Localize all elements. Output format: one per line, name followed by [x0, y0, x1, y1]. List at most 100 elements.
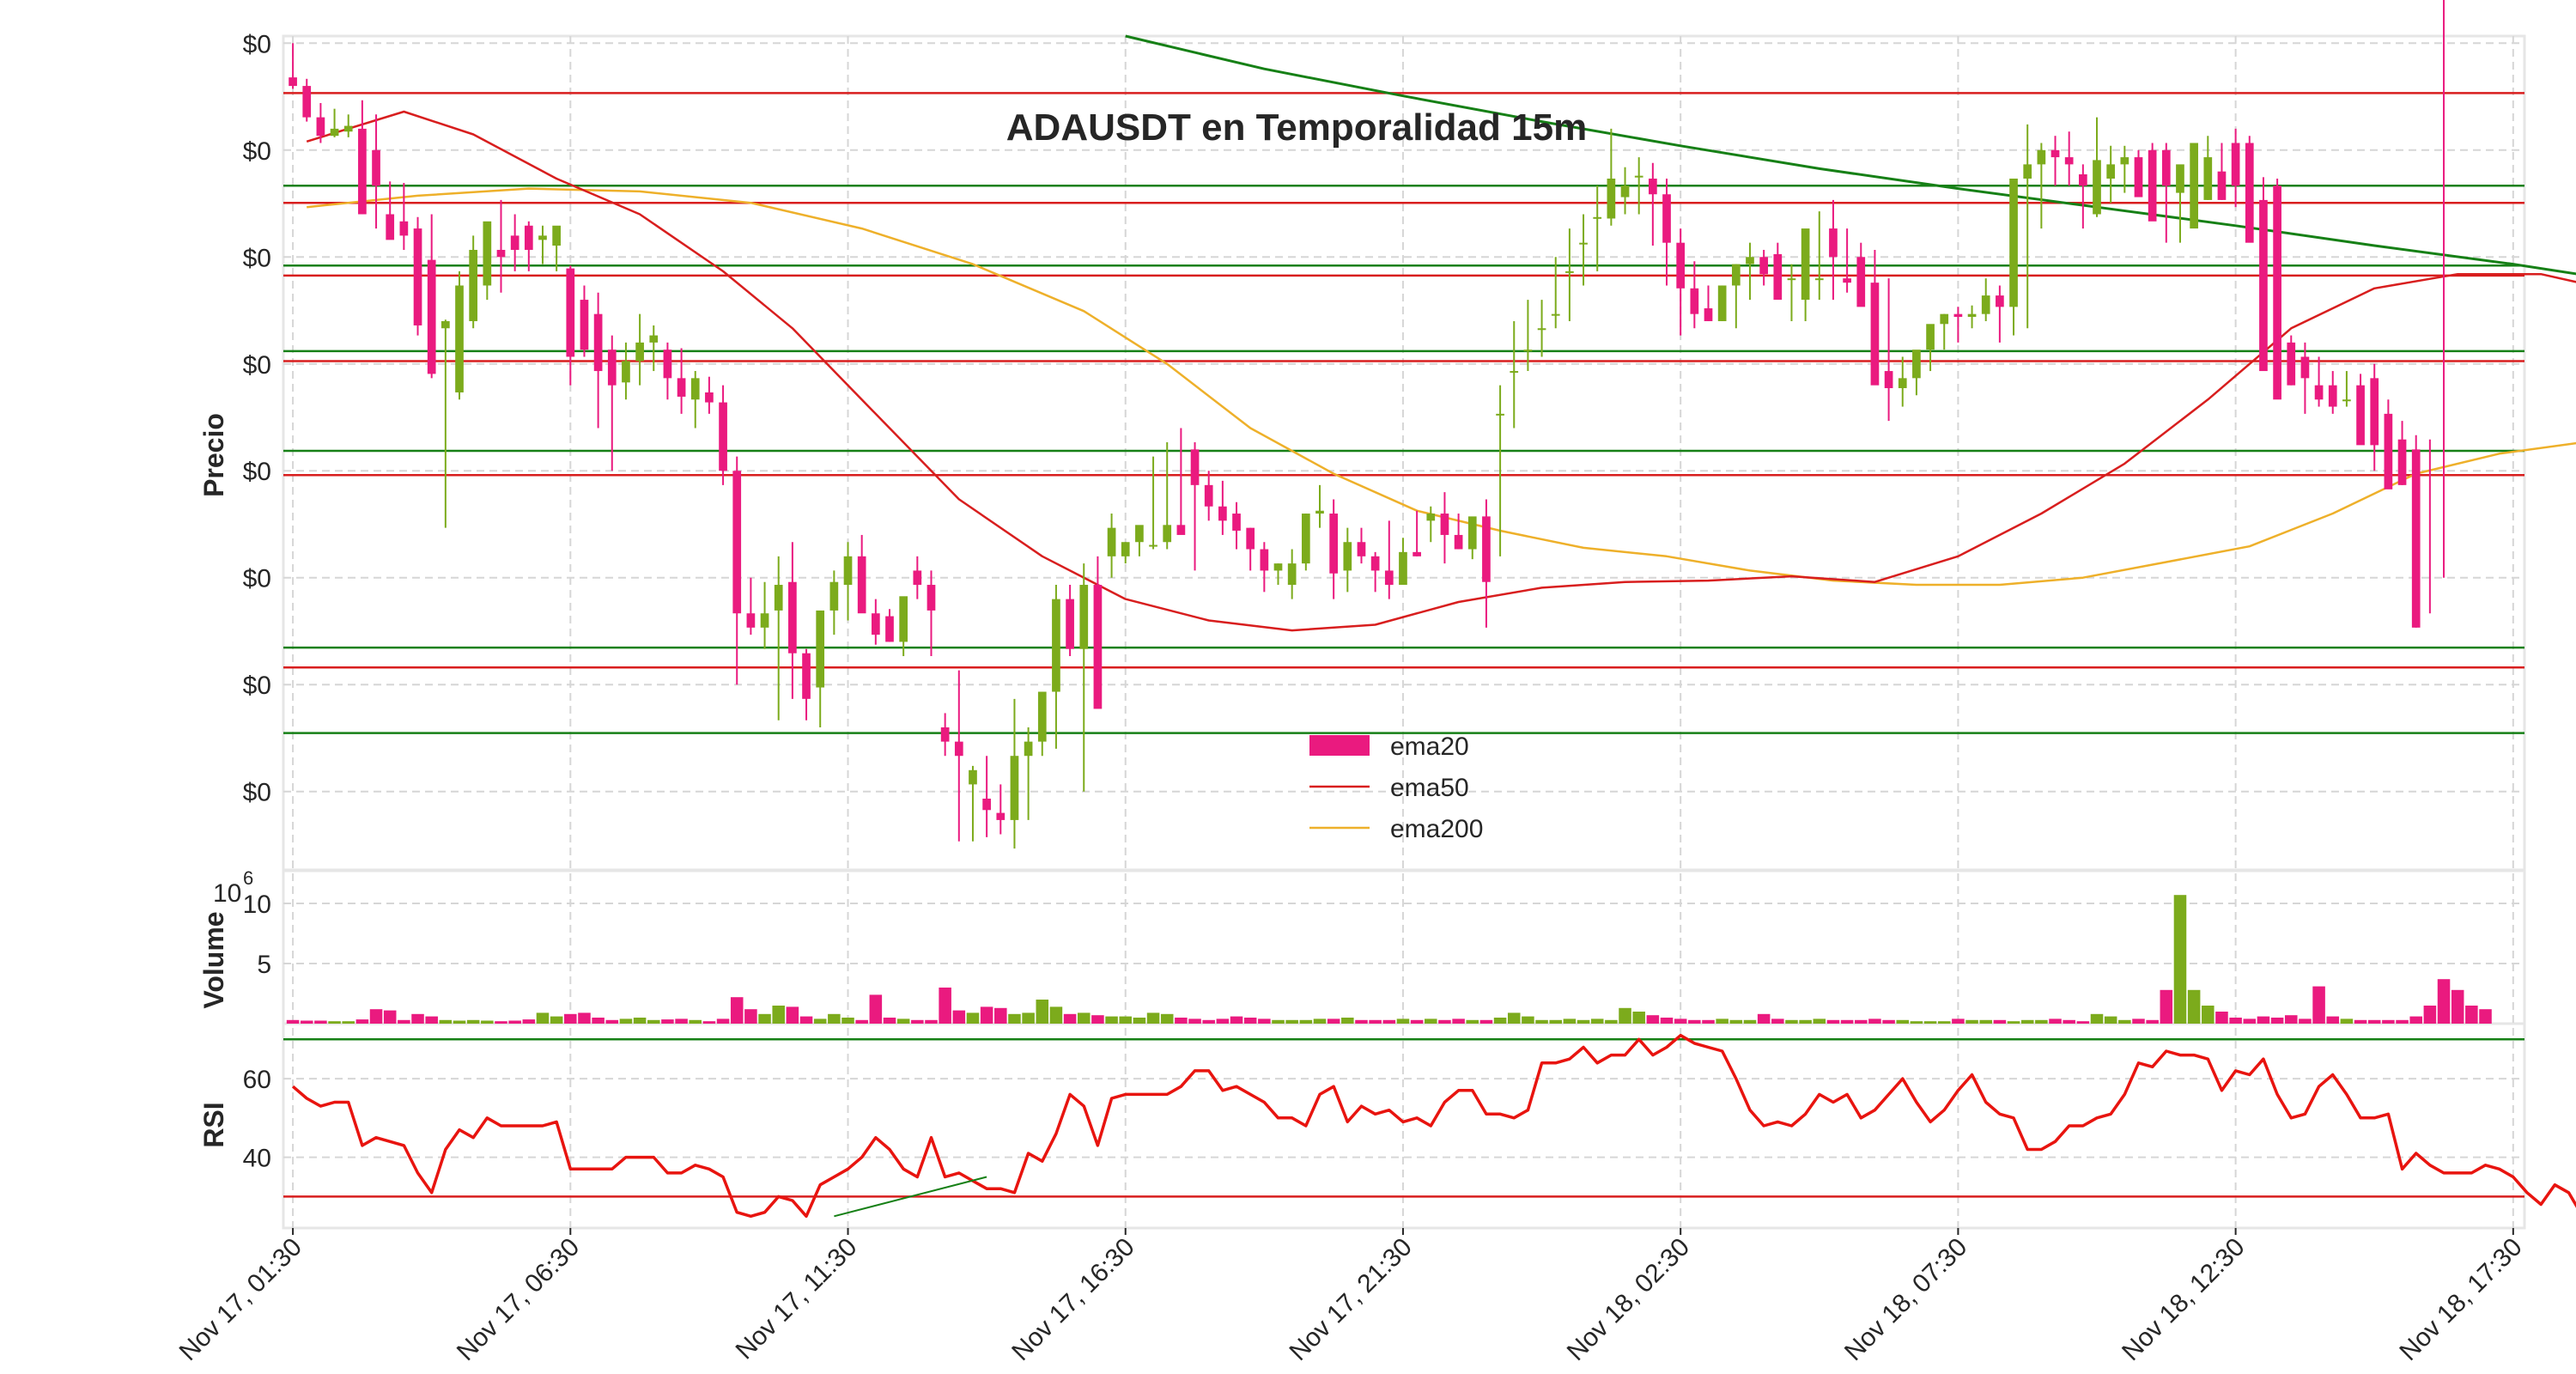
volume-bar	[1369, 1019, 1382, 1024]
candle-body	[1996, 295, 2004, 307]
candle-body	[1704, 308, 1713, 321]
volume-bar	[1702, 1019, 1715, 1024]
volume-bar	[550, 1016, 563, 1024]
volume-bar	[966, 1012, 980, 1024]
candle-body	[580, 300, 589, 350]
volume-bar	[398, 1019, 410, 1024]
volume-bar	[1479, 1019, 1493, 1024]
candle-body	[2273, 185, 2281, 400]
volume-bar	[1840, 1019, 1854, 1024]
candle-body	[566, 268, 575, 357]
candle-body	[1218, 506, 1227, 521]
candle-body	[483, 221, 492, 286]
volume-bar	[1563, 1018, 1577, 1024]
candle-body	[1370, 556, 1380, 571]
candle-body	[372, 149, 380, 186]
volume-bar	[1105, 1016, 1118, 1024]
volume-bar	[564, 1013, 577, 1024]
ema-lines	[306, 34, 2576, 632]
ema-long-line	[1125, 34, 2576, 276]
volume-bar	[939, 988, 951, 1024]
candle-body	[1301, 514, 1310, 564]
candle-body	[927, 585, 936, 611]
volume-bar	[2173, 895, 2187, 1024]
volume-bar	[869, 994, 883, 1024]
volume-bar	[758, 1013, 771, 1024]
candle-body	[2370, 378, 2379, 446]
volume-bar	[300, 1020, 313, 1024]
price-tick-label: $0	[243, 244, 271, 272]
legend-label: ema200	[1390, 815, 1483, 843]
volume-bar	[1299, 1019, 1313, 1024]
volume-bar	[2076, 1021, 2090, 1024]
volume-bar	[2312, 986, 2325, 1024]
volume-bar	[2132, 1018, 2145, 1024]
volume-bar	[841, 1018, 854, 1024]
candle-body	[2064, 157, 2074, 165]
candle-body	[2259, 199, 2268, 372]
candle-body	[399, 221, 409, 236]
candle-body	[316, 117, 325, 137]
volume-bar	[2063, 1019, 2075, 1024]
candle-body	[940, 727, 950, 742]
candle-body	[899, 596, 908, 642]
volume-bar	[355, 1019, 369, 1024]
candle-body	[2356, 385, 2365, 446]
volume-bar	[1133, 1018, 1146, 1024]
volume-bar	[1619, 1007, 1631, 1024]
candle-body	[1690, 288, 1699, 314]
candle-body	[2314, 385, 2324, 400]
volume-bar	[1175, 1018, 1188, 1024]
ema200-line	[307, 187, 2576, 587]
volume-bar	[411, 1013, 424, 1024]
volume-bar	[1674, 1018, 1687, 1024]
volume-bar	[1923, 1021, 1937, 1024]
candle-body	[1620, 185, 1630, 198]
volume-bar	[1785, 1019, 1798, 1024]
price-axis-label: Precio	[198, 413, 229, 497]
volume-bar	[1452, 1018, 1465, 1024]
legend: ema20 ema50 ema200	[1309, 733, 1483, 843]
volume-bar	[2354, 1019, 2367, 1024]
volume-bar	[2035, 1019, 2048, 1024]
candle-body	[871, 613, 880, 635]
candle-body	[690, 378, 700, 400]
candle-body	[1413, 551, 1421, 556]
candle-body	[2328, 385, 2337, 407]
candle-body	[1315, 510, 1324, 514]
volume-bar	[342, 1021, 355, 1024]
candle-body	[1510, 371, 1519, 374]
volume-bar	[1826, 1019, 1840, 1024]
candle-body	[469, 249, 478, 321]
candle-body	[1260, 549, 1269, 571]
candle-body	[954, 741, 963, 757]
candle-body	[816, 610, 825, 688]
price-tick-label: $0	[243, 565, 271, 593]
rsi-trendline	[834, 1176, 987, 1218]
candle-body	[982, 799, 991, 811]
volume-bar	[1493, 1018, 1507, 1024]
candle-body	[1843, 278, 1851, 283]
volume-bar	[799, 1016, 813, 1024]
volume-bar	[425, 1016, 438, 1024]
volume-bar	[1729, 1019, 1743, 1024]
volume-bar	[1202, 1019, 1215, 1024]
legend-label: ema20	[1390, 733, 1469, 761]
candle-body	[1870, 283, 1880, 386]
volume-bars	[286, 895, 2492, 1024]
volume-axis-label: Volume	[198, 911, 229, 1008]
candle-body	[1717, 285, 1727, 321]
volume-bar	[1036, 1000, 1049, 1024]
volume-bar	[2326, 1016, 2340, 1024]
volume-bar	[1091, 1015, 1104, 1024]
candle-body	[2120, 157, 2129, 165]
candle-body	[413, 228, 422, 325]
candle-body	[1676, 242, 1686, 289]
volume-bar	[1993, 1019, 2007, 1024]
candle-body	[1773, 253, 1783, 301]
candle-body	[2203, 157, 2213, 200]
candle-body	[441, 320, 450, 329]
volume-bar	[1230, 1016, 1243, 1024]
candle-body	[1967, 313, 1977, 317]
